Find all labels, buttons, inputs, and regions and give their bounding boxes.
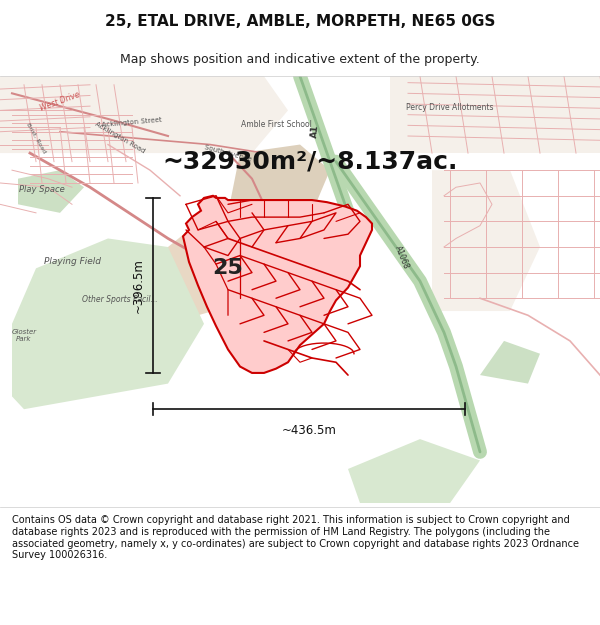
Text: Other Sports Facil...: Other Sports Facil...	[82, 296, 158, 304]
Text: Contains OS data © Crown copyright and database right 2021. This information is : Contains OS data © Crown copyright and d…	[12, 515, 579, 560]
Text: West Drive: West Drive	[39, 89, 81, 112]
Polygon shape	[18, 170, 84, 213]
Polygon shape	[12, 239, 204, 409]
Text: Playing Field: Playing Field	[44, 257, 101, 266]
Text: 25: 25	[212, 258, 244, 278]
Polygon shape	[390, 76, 600, 153]
Text: Amble First School: Amble First School	[241, 121, 311, 129]
Polygon shape	[276, 204, 336, 247]
Text: Play Space: Play Space	[19, 184, 65, 194]
Polygon shape	[480, 341, 540, 384]
Text: Gloster
Park: Gloster Park	[11, 329, 37, 342]
Text: Acklington Road: Acklington Road	[94, 121, 146, 154]
Text: ~32930m²/~8.137ac.: ~32930m²/~8.137ac.	[162, 149, 457, 174]
Text: A1: A1	[310, 124, 320, 138]
Polygon shape	[183, 196, 372, 373]
Text: 25, ETAL DRIVE, AMBLE, MORPETH, NE65 0GS: 25, ETAL DRIVE, AMBLE, MORPETH, NE65 0GS	[105, 14, 495, 29]
Polygon shape	[348, 439, 480, 503]
Text: Map shows position and indicative extent of the property.: Map shows position and indicative extent…	[120, 53, 480, 66]
Text: ~396.5m: ~396.5m	[131, 258, 145, 313]
Text: Acklington Street: Acklington Street	[101, 118, 163, 129]
Polygon shape	[132, 196, 312, 324]
Text: ~436.5m: ~436.5m	[281, 424, 337, 437]
Text: A1068: A1068	[393, 244, 411, 271]
Polygon shape	[228, 144, 330, 213]
Polygon shape	[0, 76, 288, 153]
Text: Percy Drive Allotments: Percy Drive Allotments	[406, 103, 494, 112]
Polygon shape	[432, 170, 540, 311]
Text: Brist. Road: Brist. Road	[25, 122, 47, 154]
Text: South Avenue: South Avenue	[204, 144, 252, 162]
